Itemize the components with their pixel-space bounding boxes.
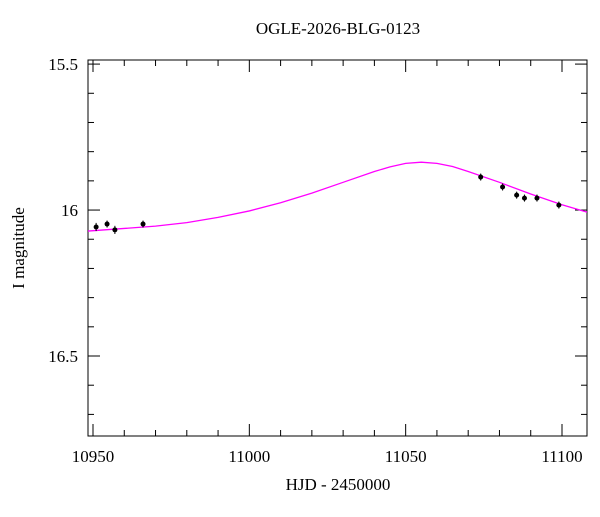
y-tick-label: 15.5 [48, 55, 78, 74]
data-point [112, 227, 118, 233]
data-point [478, 174, 484, 180]
x-axis-label: HJD - 2450000 [286, 475, 391, 494]
y-axis-label: I magnitude [9, 207, 28, 289]
data-point [534, 195, 540, 201]
data-point [556, 202, 562, 208]
x-tick-label: 10950 [72, 447, 115, 466]
plot-frame [87, 59, 588, 437]
y-tick-label: 16 [61, 201, 78, 220]
data-point [104, 221, 110, 227]
data-point [93, 224, 99, 230]
chart-title: OGLE-2026-BLG-0123 [256, 19, 420, 38]
data-point [521, 195, 527, 201]
x-tick-label: 11000 [228, 447, 270, 466]
data-point [140, 221, 146, 227]
data-point [500, 184, 506, 190]
data-point [514, 192, 520, 198]
y-tick-label: 16.5 [48, 347, 78, 366]
x-tick-label: 11050 [385, 447, 427, 466]
x-tick-label: 11100 [541, 447, 582, 466]
model-curve [87, 161, 588, 232]
